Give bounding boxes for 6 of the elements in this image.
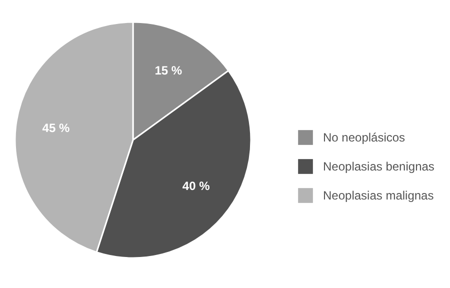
- data-label: 15 %: [154, 64, 182, 78]
- data-label: 40 %: [182, 178, 210, 193]
- legend-label: Neoplasias benignas: [323, 160, 434, 174]
- legend-label: Neoplasias malignas: [323, 188, 434, 202]
- legend-label: No neoplásicos: [323, 130, 406, 144]
- data-label: 45 %: [42, 120, 70, 135]
